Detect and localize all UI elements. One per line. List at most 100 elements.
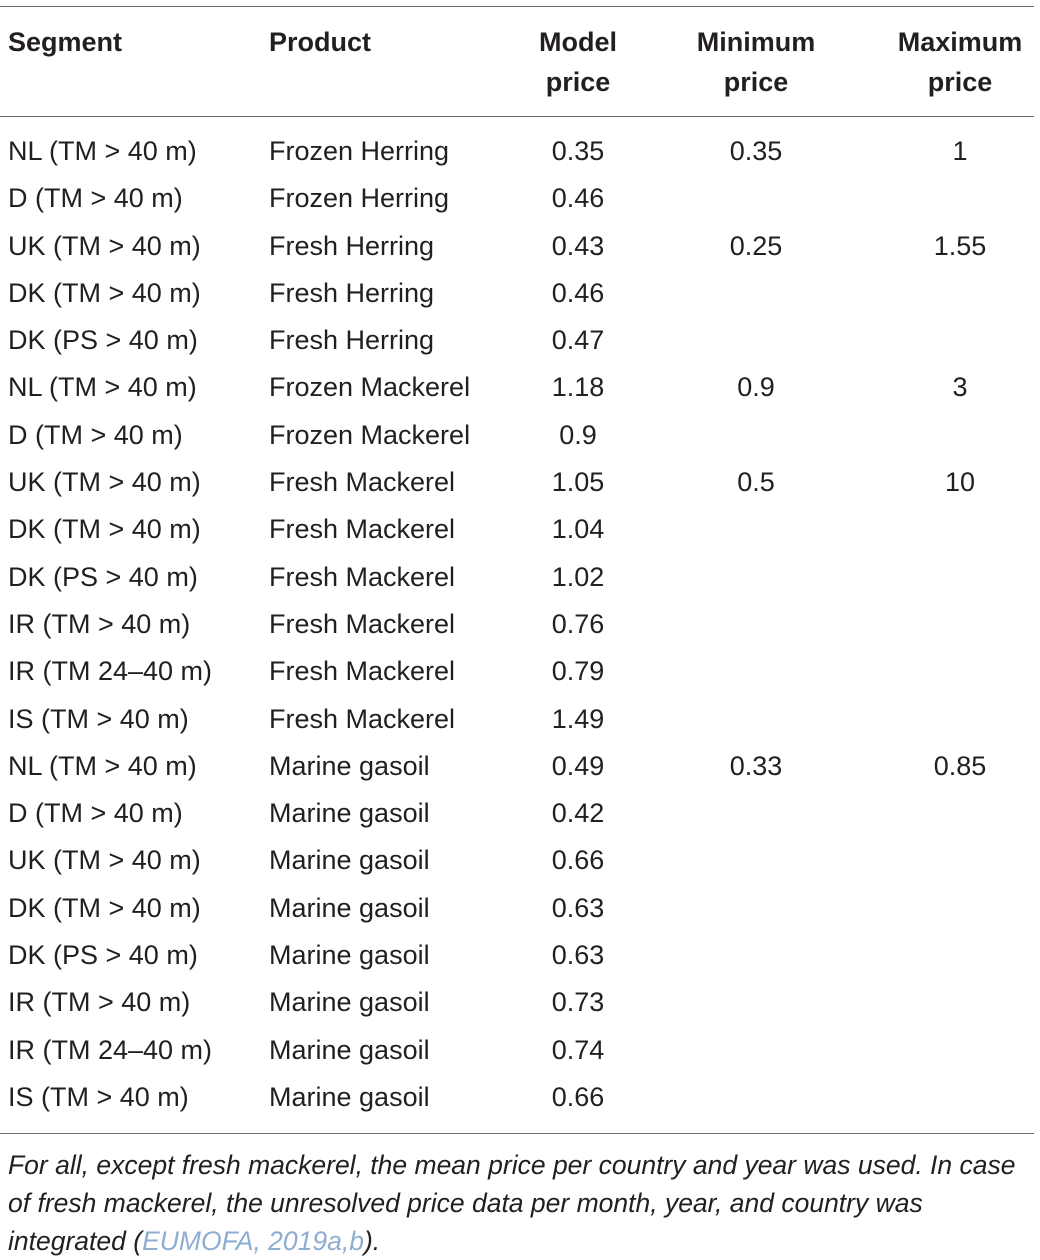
table-row: IR (TM 24–40 m) Marine gasoil 0.74 — [0, 1027, 1040, 1074]
model-price-cell: 0.79 — [551, 656, 605, 687]
model-price-cell: 0.43 — [551, 230, 605, 261]
product-cell: Frozen Mackerel — [269, 372, 471, 403]
table-row: D (TM > 40 m) Frozen Herring 0.46 — [0, 175, 1040, 222]
model-price-cell: 0.63 — [551, 940, 605, 971]
table-row: DK (PS > 40 m) Marine gasoil 0.63 — [0, 932, 1040, 979]
table-row: IR (TM 24–40 m) Fresh Mackerel 0.79 — [0, 648, 1040, 695]
table-row: DK (PS > 40 m) Fresh Herring 0.47 — [0, 317, 1040, 364]
table-row: DK (TM > 40 m) Marine gasoil 0.63 — [0, 885, 1040, 932]
maximum-price-cell: 0.85 — [933, 750, 987, 781]
segment-cell: NL (TM > 40 m) — [8, 136, 197, 166]
segment-cell: IR (TM > 40 m) — [8, 608, 191, 639]
minimum-price-cell: 0.25 — [729, 230, 783, 261]
table-row: NL (TM > 40 m) Frozen Mackerel 1.18 0.9 3 — [0, 364, 1040, 411]
model-price-cell: 0.73 — [551, 987, 605, 1018]
table-row: NL (TM > 40 m) Marine gasoil 0.49 0.33 0.85 — [0, 743, 1040, 790]
table-row: DK (TM > 40 m) Fresh Herring 0.46 — [0, 270, 1040, 317]
model-price-cell: 1.05 — [551, 467, 605, 498]
model-price-cell: 0.74 — [551, 1034, 605, 1065]
header-segment: Segment — [8, 27, 123, 57]
product-cell: Frozen Mackerel — [269, 419, 471, 450]
minimum-price-cell: 0.5 — [737, 467, 775, 498]
model-price-cell: 0.66 — [551, 1081, 605, 1112]
model-price-cell: 0.49 — [551, 750, 605, 781]
footnote-text-end: ). — [363, 1226, 381, 1256]
segment-cell: NL (TM > 40 m) — [8, 372, 197, 403]
model-price-cell: 1.18 — [551, 372, 605, 403]
minimum-price-cell: 0.35 — [729, 136, 783, 166]
product-cell: Fresh Mackerel — [269, 656, 456, 687]
table-row: IR (TM > 40 m) Marine gasoil 0.73 — [0, 979, 1040, 1026]
model-price-cell: 1.04 — [551, 514, 605, 545]
segment-cell: DK (PS > 40 m) — [8, 940, 198, 971]
product-cell: Marine gasoil — [269, 798, 430, 829]
table-row: DK (PS > 40 m) Fresh Mackerel 1.02 — [0, 554, 1040, 601]
product-cell: Marine gasoil — [269, 1081, 430, 1112]
table-row: UK (TM > 40 m) Marine gasoil 0.66 — [0, 837, 1040, 884]
segment-cell: IS (TM > 40 m) — [8, 703, 189, 734]
header-maximum-price: Maximum price — [897, 27, 1023, 97]
table-row: IS (TM > 40 m) Fresh Mackerel 1.49 — [0, 696, 1040, 743]
segment-cell: NL (TM > 40 m) — [8, 750, 197, 781]
minimum-price-cell: 0.9 — [737, 372, 775, 403]
product-cell: Fresh Herring — [269, 325, 435, 356]
product-cell: Marine gasoil — [269, 1034, 430, 1065]
header-minimum-price: Minimum price — [696, 27, 816, 97]
model-price-cell: 0.76 — [551, 608, 605, 639]
maximum-price-cell: 10 — [944, 467, 976, 498]
model-price-cell: 0.47 — [551, 325, 605, 356]
product-cell: Marine gasoil — [269, 845, 430, 876]
table-bottom-rule — [0, 1133, 1034, 1134]
product-cell: Marine gasoil — [269, 750, 430, 781]
table-row: DK (TM > 40 m) Fresh Mackerel 1.04 — [0, 506, 1040, 553]
citation-link[interactable]: EUMOFA, 2019a,b — [142, 1226, 364, 1256]
product-cell: Marine gasoil — [269, 940, 430, 971]
model-price-cell: 1.02 — [551, 561, 605, 592]
model-price-cell: 0.46 — [551, 277, 605, 308]
header-product: Product — [269, 27, 372, 57]
product-cell: Marine gasoil — [269, 892, 430, 923]
table-row: IS (TM > 40 m) Marine gasoil 0.66 — [0, 1074, 1040, 1121]
maximum-price-cell: 3 — [952, 372, 968, 403]
table-row: D (TM > 40 m) Marine gasoil 0.42 — [0, 790, 1040, 837]
model-price-cell: 0.9 — [559, 419, 597, 450]
header-model-price: Model price — [539, 27, 617, 97]
table-row: UK (TM > 40 m) Fresh Herring 0.43 0.25 1.55 — [0, 223, 1040, 270]
table-footnote: For all, except fresh mackerel, the mean… — [8, 1146, 1038, 1260]
minimum-price-cell: 0.33 — [729, 750, 783, 781]
segment-cell: IR (TM 24–40 m) — [8, 1034, 213, 1065]
maximum-price-cell: 1 — [952, 136, 968, 166]
segment-cell: D (TM > 40 m) — [8, 419, 183, 450]
table-header-rule — [0, 116, 1034, 117]
table-row: NL (TM > 40 m) Frozen Herring 0.35 0.35 1 — [0, 128, 1040, 175]
product-cell: Fresh Mackerel — [269, 514, 456, 545]
model-price-cell: 0.63 — [551, 892, 605, 923]
table-top-rule — [0, 6, 1034, 7]
model-price-cell: 1.49 — [551, 703, 605, 734]
segment-cell: IR (TM 24–40 m) — [8, 656, 213, 687]
table-body: NL (TM > 40 m) Frozen Herring 0.35 0.35 1 D (… — [0, 128, 1040, 1121]
model-price-cell: 0.66 — [551, 845, 605, 876]
segment-cell: DK (TM > 40 m) — [8, 514, 201, 545]
footnote-text: For all, except fresh mackerel, the mean… — [8, 1150, 1016, 1256]
segment-cell: DK (TM > 40 m) — [8, 277, 201, 308]
product-cell: Fresh Mackerel — [269, 608, 456, 639]
model-price-cell: 0.35 — [551, 136, 605, 166]
product-cell: Fresh Mackerel — [269, 467, 456, 498]
product-cell: Fresh Mackerel — [269, 703, 456, 734]
segment-cell: DK (PS > 40 m) — [8, 325, 198, 356]
product-cell: Frozen Herring — [269, 136, 450, 166]
model-price-cell: 0.42 — [551, 798, 605, 829]
segment-cell: D (TM > 40 m) — [8, 798, 183, 829]
segment-cell: UK (TM > 40 m) — [8, 230, 201, 261]
segment-cell: DK (PS > 40 m) — [8, 561, 198, 592]
product-cell: Fresh Herring — [269, 277, 435, 308]
segment-cell: UK (TM > 40 m) — [8, 845, 201, 876]
segment-cell: UK (TM > 40 m) — [8, 467, 201, 498]
product-cell: Fresh Herring — [269, 230, 435, 261]
table-row: UK (TM > 40 m) Fresh Mackerel 1.05 0.5 10 — [0, 459, 1040, 506]
table-row: D (TM > 40 m) Frozen Mackerel 0.9 — [0, 412, 1040, 459]
segment-cell: DK (TM > 40 m) — [8, 892, 201, 923]
model-price-cell: 0.46 — [551, 183, 605, 214]
